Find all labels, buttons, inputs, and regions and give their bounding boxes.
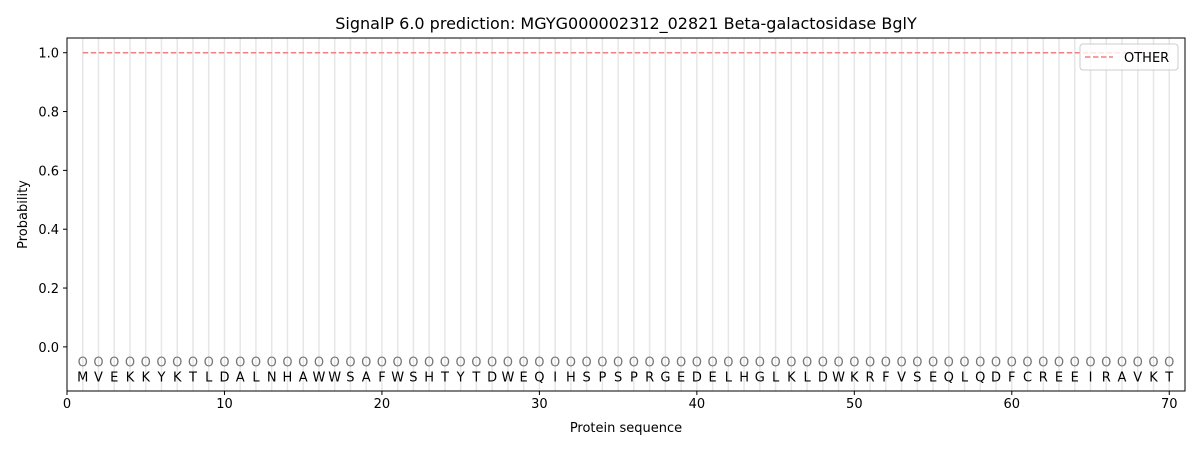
region-label: O <box>408 356 418 371</box>
region-label: O <box>770 356 780 371</box>
region-label: O <box>534 356 544 371</box>
region-label: O <box>802 356 812 371</box>
chart-title: SignalP 6.0 prediction: MGYG000002312_02… <box>335 14 917 34</box>
x-tick-label: 50 <box>846 397 863 412</box>
region-label: O <box>298 356 308 371</box>
region-label: O <box>1038 356 1048 371</box>
region-label: O <box>188 356 198 371</box>
region-label: O <box>849 356 859 371</box>
region-label: O <box>707 356 717 371</box>
y-tick-label: 0.2 <box>38 282 59 297</box>
region-label: O <box>1022 356 1032 371</box>
region-label: O <box>723 356 733 371</box>
region-label: O <box>912 356 922 371</box>
x-tick-label: 30 <box>531 397 548 412</box>
region-label: O <box>1148 356 1158 371</box>
region-label: O <box>550 356 560 371</box>
region-label: O <box>361 356 371 371</box>
region-label: O <box>1070 356 1080 371</box>
region-label: O <box>944 356 954 371</box>
x-tick-label: 10 <box>216 397 233 412</box>
region-label: O <box>818 356 828 371</box>
region-label: O <box>172 356 182 371</box>
region-label: O <box>1054 356 1064 371</box>
region-label: O <box>896 356 906 371</box>
region-label: O <box>267 356 277 371</box>
region-label: O <box>613 356 623 371</box>
y-axis-label: Probability <box>16 180 31 249</box>
region-label: O <box>282 356 292 371</box>
x-tick-label: 0 <box>63 397 71 412</box>
region-label: O <box>78 356 88 371</box>
region-label: O <box>566 356 576 371</box>
region-label: O <box>377 356 387 371</box>
region-label: O <box>1117 356 1127 371</box>
x-tick-label: 60 <box>1004 397 1021 412</box>
region-label: O <box>424 356 434 371</box>
y-tick-label: 0.4 <box>38 223 59 238</box>
region-label: O <box>487 356 497 371</box>
region-label: O <box>235 356 245 371</box>
region-label: O <box>109 356 119 371</box>
region-label: O <box>1101 356 1111 371</box>
region-label: O <box>251 356 261 371</box>
region-label: O <box>1164 356 1174 371</box>
region-label: O <box>204 356 214 371</box>
region-label: O <box>519 356 529 371</box>
region-label: O <box>928 356 938 371</box>
region-label: O <box>786 356 796 371</box>
y-tick-label: 0.6 <box>38 164 59 179</box>
region-label: O <box>865 356 875 371</box>
region-label: O <box>739 356 749 371</box>
region-label: O <box>1085 356 1095 371</box>
region-label: O <box>881 356 891 371</box>
region-label: O <box>833 356 843 371</box>
region-label: O <box>1007 356 1017 371</box>
region-label: O <box>975 356 985 371</box>
region-label: O <box>959 356 969 371</box>
region-label: O <box>314 356 324 371</box>
x-tick-label: 70 <box>1161 397 1178 412</box>
region-label: O <box>660 356 670 371</box>
region-label: O <box>582 356 592 371</box>
legend-label-other: OTHER <box>1124 51 1169 66</box>
region-label: O <box>597 356 607 371</box>
x-tick-label: 20 <box>374 397 391 412</box>
y-tick-label: 1.0 <box>38 47 59 62</box>
y-tick-label: 0.8 <box>38 106 59 121</box>
region-label: O <box>219 356 229 371</box>
region-label: O <box>93 356 103 371</box>
region-label: O <box>330 356 340 371</box>
region-label: O <box>440 356 450 371</box>
region-label: O <box>991 356 1001 371</box>
region-label: O <box>471 356 481 371</box>
region-label: O <box>503 356 513 371</box>
region-label: O <box>629 356 639 371</box>
region-label: O <box>141 356 151 371</box>
x-axis-label: Protein sequence <box>570 421 682 436</box>
region-label: O <box>393 356 403 371</box>
region-label: O <box>1133 356 1143 371</box>
region-label: O <box>755 356 765 371</box>
region-label: O <box>345 356 355 371</box>
region-label: O <box>676 356 686 371</box>
region-label: O <box>156 356 166 371</box>
region-label: O <box>125 356 135 371</box>
y-tick-label: 0.0 <box>38 341 59 356</box>
plot-frame <box>66 37 1186 392</box>
region-label: O <box>645 356 655 371</box>
residue-sequence: MVEKKYKTLDALNHAWWSAFWSHTYTDWEQIHSPSPRGED… <box>77 370 1173 385</box>
x-tick-label: 40 <box>689 397 706 412</box>
region-label: O <box>692 356 702 371</box>
legend-box <box>1079 43 1179 71</box>
region-label: O <box>456 356 466 371</box>
